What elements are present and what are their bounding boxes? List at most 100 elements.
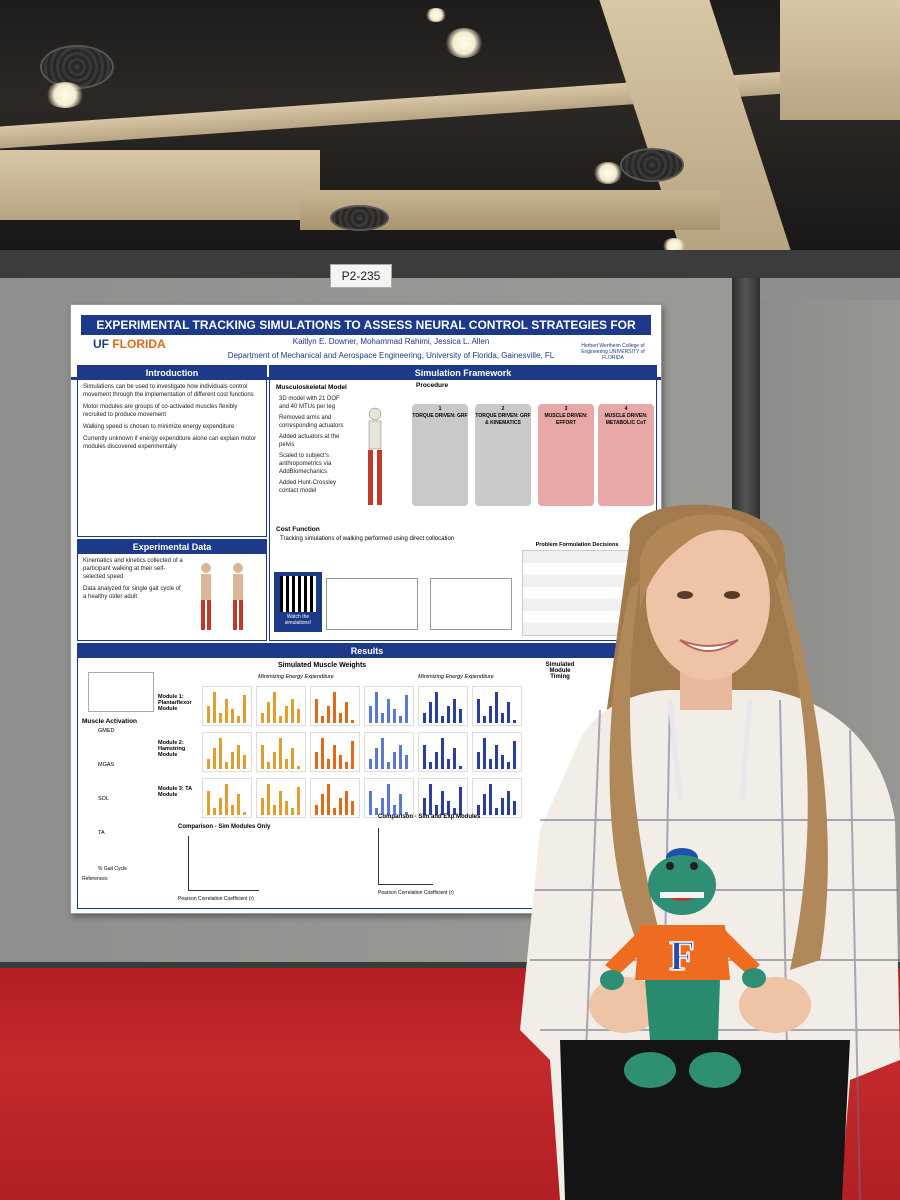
weight-bar	[213, 808, 216, 815]
weight-bar	[375, 808, 378, 815]
weight-bar	[447, 705, 450, 723]
weight-bar	[483, 794, 486, 815]
weight-bar	[345, 762, 348, 769]
intro-item: Motor modules are groups of co-activated…	[83, 404, 238, 418]
weight-bar	[207, 758, 210, 769]
weight-bar	[399, 794, 402, 815]
weight-bar	[297, 709, 300, 723]
weight-bar	[369, 758, 372, 769]
activation-heading: Muscle Activation	[82, 718, 138, 725]
ceiling-light	[593, 162, 623, 184]
poster-title: EXPERIMENTAL TRACKING SIMULATIONS TO ASS…	[81, 315, 651, 352]
weight-bar	[327, 705, 330, 723]
weight-bar	[429, 702, 432, 723]
weight-bar	[387, 698, 390, 723]
weight-bar	[453, 748, 456, 769]
weight-bar	[447, 801, 450, 815]
gator-plush-toy: F	[600, 848, 766, 1088]
weight-bar	[399, 716, 402, 723]
muscle-label: MGAS	[98, 762, 115, 768]
weight-chart-cell	[256, 778, 306, 818]
pearson-axis-label: Pearson Correlation Coefficient (r)	[178, 896, 254, 902]
weight-bar	[219, 737, 222, 769]
weight-bar	[267, 762, 270, 769]
qr-code-icon[interactable]	[280, 576, 316, 612]
college-logo: Herbert Wertheim College of Engineering …	[581, 343, 645, 361]
cot-weights-box	[430, 578, 512, 630]
module-label: Module 2: Hamstring Module	[158, 740, 186, 758]
weight-bar	[279, 737, 282, 769]
expdata-heading: Experimental Data	[78, 540, 266, 554]
weight-bar	[333, 808, 336, 815]
weight-chart-cell	[310, 732, 360, 772]
weight-bar	[321, 716, 324, 723]
weight-bar	[261, 712, 264, 723]
weight-bar	[393, 751, 396, 769]
weight-chart-cell	[472, 686, 522, 726]
weight-bar	[339, 755, 342, 769]
weight-bar	[405, 755, 408, 769]
effort-weights-box	[326, 578, 418, 630]
weight-bar	[261, 744, 264, 769]
results-section: Results Simulated Muscle Weights Minimiz…	[77, 643, 657, 909]
references-heading: References	[82, 876, 108, 882]
ceiling-light	[45, 82, 85, 108]
module-label: Module 1: Plantarflexor Module	[158, 694, 192, 712]
weight-bar	[477, 698, 480, 723]
weight-bar	[423, 744, 426, 769]
weight-bar	[477, 804, 480, 815]
weight-bar	[435, 751, 438, 769]
weight-bar	[285, 801, 288, 815]
skeleton-model-icon	[368, 407, 382, 505]
weight-bar	[279, 790, 282, 815]
poster-authors: Kaitlyn E. Downer, Mohammad Rahimi, Jess…	[292, 337, 490, 346]
timing-heading: Simulated Module Timing	[545, 662, 575, 680]
weight-bar	[369, 705, 372, 723]
weight-bar	[495, 691, 498, 723]
weight-chart-cell	[202, 778, 252, 818]
weight-bar	[327, 758, 330, 769]
weight-bar	[405, 695, 408, 723]
weight-bar	[513, 719, 516, 723]
qr-code-panel[interactable]: Watch the simulations!	[274, 572, 322, 632]
weight-bar	[405, 811, 408, 815]
weight-chart-cell	[418, 732, 468, 772]
histogram-sim	[188, 836, 259, 891]
ceiling-vent	[620, 148, 684, 182]
weight-chart-cell	[364, 686, 414, 726]
weight-bar	[273, 804, 276, 815]
ceiling-vent	[40, 45, 114, 89]
weight-bar	[231, 751, 234, 769]
weight-chart-cell	[202, 686, 252, 726]
pearson-axis-label: Pearson Correlation Coefficient (r)	[378, 890, 454, 896]
weight-bar	[231, 709, 234, 723]
ceiling-soffit	[0, 150, 320, 220]
model-item: Scaled to subject's anthropometrics via …	[279, 453, 332, 475]
weight-chart-cell	[256, 732, 306, 772]
min-energy-label: Minimizing Energy Expenditure	[258, 674, 334, 680]
weight-bar	[501, 712, 504, 723]
simulation-section: Simulation Framework Musculoskeletal Mod…	[269, 365, 657, 641]
expdata-item: Data analyzed for single gait cycle of a…	[83, 586, 181, 600]
comparison-sim-heading: Comparison - Sim Modules Only	[178, 824, 271, 830]
weight-chart-cell	[472, 778, 522, 818]
weight-bar	[321, 794, 324, 815]
weight-bar	[243, 811, 246, 815]
cost-heading: Cost Function	[276, 526, 320, 533]
weight-bar	[459, 787, 462, 815]
booth-top-rail	[0, 250, 900, 278]
weight-bar	[507, 702, 510, 723]
ceiling-light	[662, 238, 686, 250]
results-heading: Results	[78, 644, 656, 658]
weight-bar	[339, 712, 342, 723]
weight-bar	[231, 804, 234, 815]
comparison-exp-heading: Comparison - Sim and Exp Modules	[378, 814, 481, 820]
muscle-label: GMED	[98, 728, 115, 734]
weight-bar	[489, 758, 492, 769]
weight-bar	[453, 808, 456, 815]
weight-bar	[273, 751, 276, 769]
expdata-item: Kinematics and kinetics collected of a p…	[83, 558, 183, 580]
intro-section: Introduction Simulations can be used to …	[77, 365, 267, 537]
stage-1: 1 TORQUE DRIVEN: GRF	[412, 404, 468, 506]
model-item: Added Hunt-Crossley contact model	[279, 480, 337, 494]
